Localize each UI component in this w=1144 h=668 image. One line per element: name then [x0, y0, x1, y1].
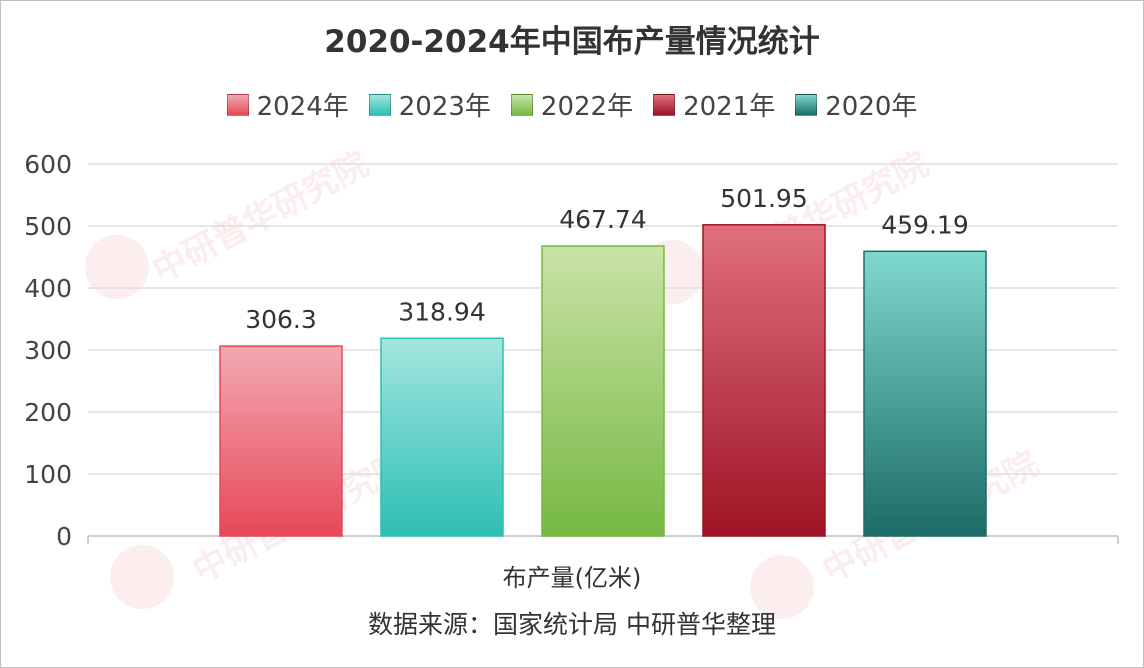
- y-tick-label: 400: [24, 274, 72, 303]
- bars: [219, 224, 987, 537]
- y-tick-label: 300: [24, 336, 72, 365]
- legend-label: 2021年: [683, 92, 776, 122]
- legend-swatch: [795, 93, 818, 116]
- legend-label: 2022年: [540, 92, 634, 122]
- bar: [863, 250, 987, 537]
- data-label: 459.19: [881, 210, 968, 239]
- legend-swatch: [368, 93, 391, 116]
- y-tick-label: 0: [56, 522, 72, 551]
- y-tick-label: 100: [24, 460, 72, 489]
- data-label: 467.74: [559, 205, 646, 234]
- data-label: 306.3: [245, 305, 317, 334]
- data-label: 501.95: [720, 184, 807, 213]
- watermark-logo: [750, 555, 814, 619]
- legend-item: 2022年: [510, 86, 634, 123]
- legend-swatch: [226, 93, 249, 116]
- legend-swatch: [653, 93, 676, 116]
- legend-label: 2024年: [256, 92, 349, 122]
- watermark-logo: [110, 545, 174, 609]
- bar: [219, 345, 343, 537]
- data-labels: 306.3 318.94 467.74 501.95 459.19: [245, 184, 969, 334]
- y-tick-label: 200: [24, 398, 72, 427]
- chart-title: 2020-2024年中国布产量情况统计: [324, 24, 820, 60]
- legend: 2024年 2023年 2022年 2021年 2020年: [0, 86, 1144, 123]
- bar: [541, 245, 665, 537]
- legend-label: 2023年: [398, 92, 491, 122]
- legend-item: 2021年: [653, 86, 775, 123]
- x-axis-label: 布产量(亿米): [502, 564, 642, 592]
- source-note: 数据来源：国家统计局 中研普华整理: [368, 610, 776, 639]
- data-label: 318.94: [398, 297, 485, 326]
- legend-swatch: [510, 93, 533, 116]
- y-tick-label: 600: [24, 150, 72, 179]
- y-tick-label: 500: [24, 212, 72, 241]
- legend-label: 2020年: [825, 92, 918, 122]
- bar: [702, 224, 826, 537]
- legend-item: 2020年: [795, 86, 917, 123]
- bar: [380, 337, 504, 537]
- legend-item: 2023年: [368, 86, 491, 123]
- y-axis: 0 100 200 300 400 500 600: [24, 150, 72, 551]
- legend-item: 2024年: [226, 86, 349, 123]
